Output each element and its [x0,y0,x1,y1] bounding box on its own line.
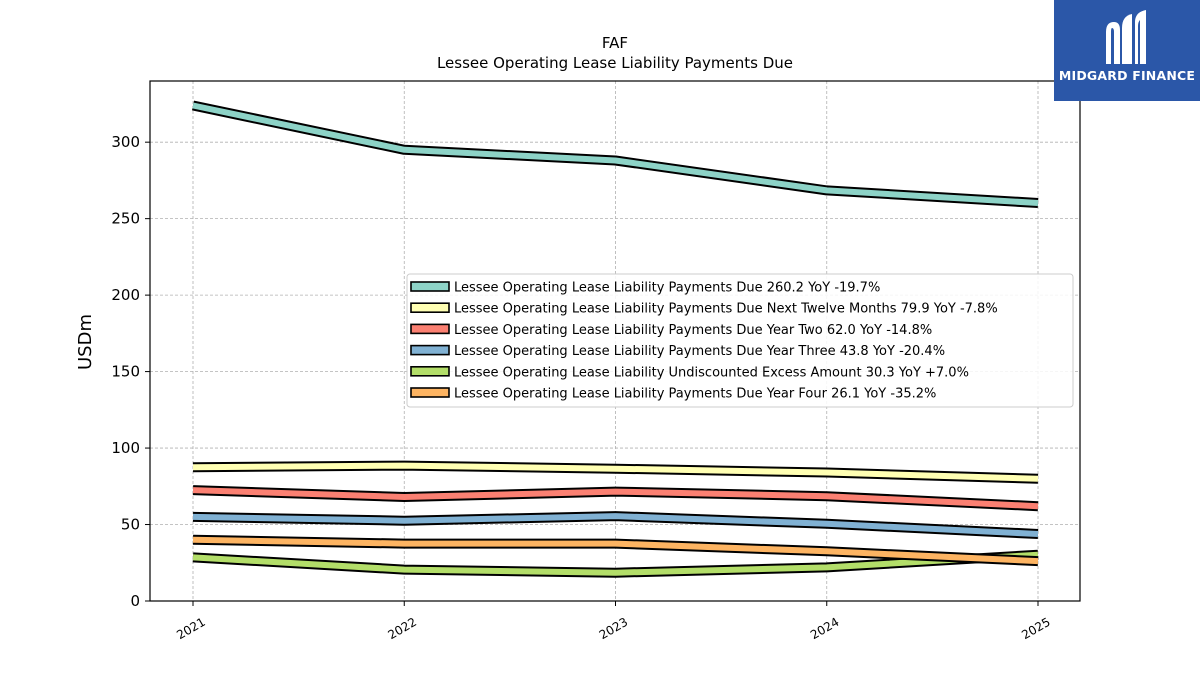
y-tick-label: 200 [111,286,140,304]
midgard-finance-logo: MIDGARD FINANCE [1054,0,1200,101]
series-line [192,462,1039,482]
y-tick-label: 100 [111,439,140,457]
legend-swatch [410,344,450,356]
legend-swatch [410,281,450,292]
legend-label: Lessee Operating Lease Liability Payment… [454,281,880,296]
legend-label: Lessee Operating Lease Liability Payment… [454,302,998,317]
y-tick-label: 0 [130,592,140,610]
legend-label: Lessee Operating Lease Liability Payment… [454,344,945,359]
y-tick-label: 150 [111,363,140,381]
y-tick-label: 250 [111,210,140,228]
series-line [192,513,1039,537]
y-tick-label: 300 [111,133,140,151]
y-tick-label: 50 [121,516,140,534]
x-tick-label: 2021 [174,615,207,642]
legend-swatch [410,323,450,335]
legend-swatch [410,302,450,314]
x-tick-label: 2023 [597,615,630,642]
series-line [192,536,1039,565]
legend-swatch [410,365,450,377]
legend-swatch [410,387,450,398]
series-line [192,102,1039,206]
series-line [192,487,1039,510]
x-tick-label: 2024 [808,615,841,642]
x-tick-label: 2025 [1019,615,1052,642]
series-lines [191,100,1039,578]
series-line [192,551,1039,576]
chart-title: FAF [602,34,628,52]
legend-box [406,273,1074,408]
y-axis-label: USDm [75,314,96,370]
legend-label: Lessee Operating Lease Liability Payment… [454,387,936,402]
midgard-logo-icon [1106,10,1146,64]
legend-label: Lessee Operating Lease Liability Payment… [454,323,932,338]
legend: Lessee Operating Lease Liability Payment… [406,273,1074,408]
logo-text: MIDGARD FINANCE [1058,68,1196,83]
legend-label: Lessee Operating Lease Liability Undisco… [454,365,969,380]
chart-subtitle: Lessee Operating Lease Liability Payment… [437,54,793,72]
x-tick-label: 2022 [386,615,419,642]
